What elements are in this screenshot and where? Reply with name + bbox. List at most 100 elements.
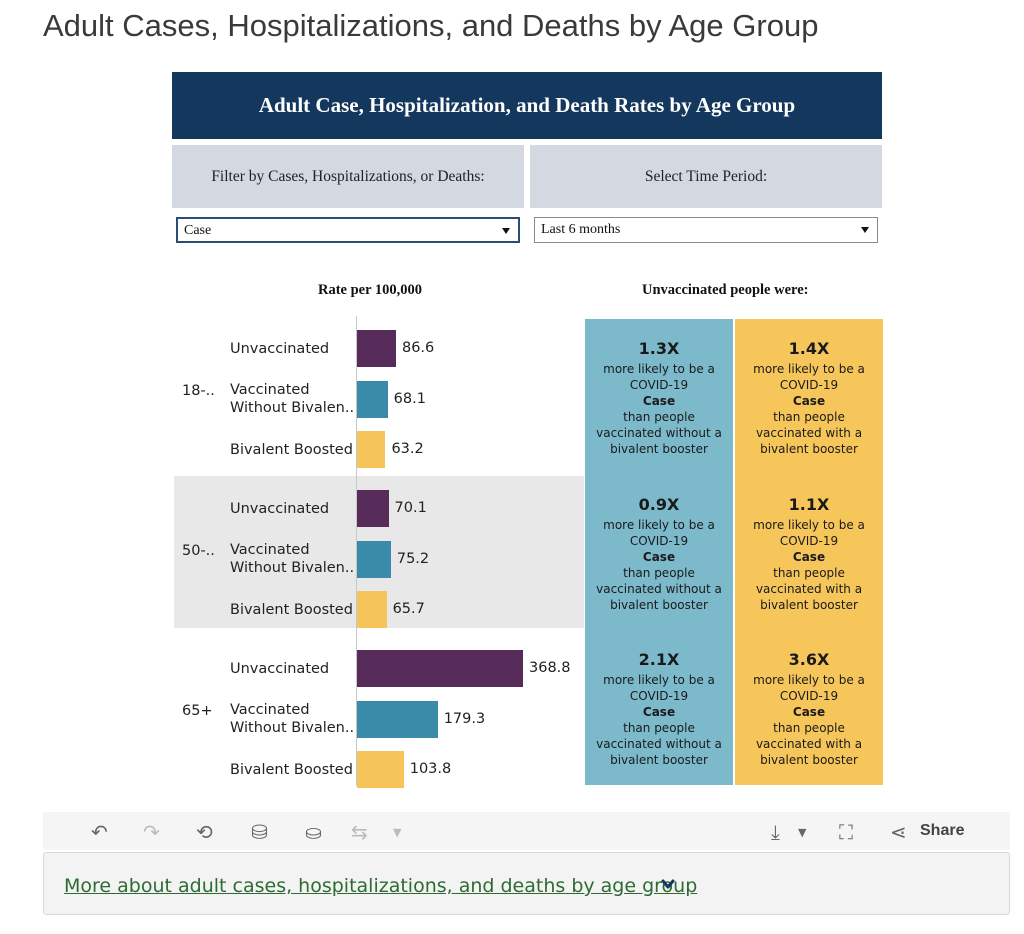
download-icon[interactable]: ⤓ xyxy=(771,820,780,844)
pause-data-icon[interactable]: ⛀ xyxy=(305,820,322,844)
comparison-text: bivalent booster xyxy=(760,597,858,612)
comparison-kind: Case xyxy=(792,394,826,408)
share-button[interactable]: Share xyxy=(920,822,965,839)
bar-unvaccinated[interactable] xyxy=(357,490,389,527)
alerts-icon[interactable]: ⇆ xyxy=(351,820,368,844)
comparison-kind: Case xyxy=(642,549,676,564)
age-group-label: 50-.. xyxy=(182,543,215,559)
bar-bivalent[interactable] xyxy=(357,591,387,628)
chart-axis xyxy=(356,316,357,786)
category-label: Unvaccinated xyxy=(230,660,360,678)
category-label-line: Without Bivalen.. xyxy=(230,720,355,736)
comparison-cell: 1.3X more likely to be a COVID-19 Case than … xyxy=(585,339,733,457)
comparison-multiplier: 1.4X xyxy=(788,339,830,358)
measure-select-value: Case xyxy=(184,223,212,238)
comparison-text: than people xyxy=(773,410,845,424)
comparison-text: vaccinated with a xyxy=(755,737,863,751)
more-info-accordion[interactable]: More about adult cases, hospitalizations… xyxy=(43,852,1010,915)
comparison-text: COVID-19 xyxy=(779,533,839,548)
bar-vaccinated[interactable] xyxy=(357,540,391,578)
filter-label: Filter by Cases, Hospitalizations, or De… xyxy=(172,145,524,208)
comparison-with-bivalent: 1.4X more likely to be a COVID-19 Case than … xyxy=(735,319,883,785)
comparison-text: than people xyxy=(623,565,695,580)
comparison-text: bivalent booster xyxy=(610,597,708,612)
refresh-data-icon[interactable]: ⛁ xyxy=(251,820,268,844)
undo-icon[interactable]: ↶ xyxy=(91,820,108,844)
measure-select[interactable]: Case xyxy=(176,217,520,243)
comparison-cell: 0.9X more likely to be a COVID-19 Case than … xyxy=(585,495,733,613)
chevron-down-icon[interactable]: ▼ xyxy=(798,826,807,839)
redo-icon[interactable]: ↷ xyxy=(143,820,160,844)
comparison-text: more likely to be a xyxy=(753,673,865,687)
bar-value-label: 65.7 xyxy=(392,601,425,617)
bar-value-label: 179.3 xyxy=(443,710,486,727)
category-label-line: Bivalent Boosted xyxy=(230,441,353,458)
comparison-text: COVID-19 xyxy=(779,378,839,392)
bar-unvaccinated[interactable] xyxy=(357,330,396,367)
comparison-multiplier: 1.3X xyxy=(638,339,680,358)
category-label-line: Vaccinated xyxy=(230,382,310,398)
comparison-text: COVID-19 xyxy=(629,378,689,392)
category-label-line: Without Bivalen.. xyxy=(230,400,355,416)
more-info-link[interactable]: More about adult cases, hospitalizations… xyxy=(64,875,698,897)
category-label: Vaccinated Without Bivalen.. xyxy=(230,541,360,577)
comparison-text: more likely to be a xyxy=(603,517,715,532)
bar-unvaccinated[interactable] xyxy=(357,650,523,687)
caret-down-icon xyxy=(861,227,869,233)
category-label: Unvaccinated xyxy=(230,500,360,518)
category-label-line: Vaccinated xyxy=(230,702,310,718)
chevron-down-icon[interactable] xyxy=(661,877,675,891)
time-period-select-value: Last 6 months xyxy=(541,222,621,237)
time-period-label: Select Time Period: xyxy=(530,145,882,208)
comparison-text: vaccinated without a xyxy=(596,737,722,751)
bar-bivalent[interactable] xyxy=(357,751,404,788)
category-label: Vaccinated Without Bivalen.. xyxy=(230,701,360,737)
bar-value-label: 368.8 xyxy=(529,660,571,676)
comparison-text: COVID-19 xyxy=(629,689,689,703)
bar-value-label: 63.2 xyxy=(391,441,424,457)
category-label-line: Bivalent Boosted xyxy=(230,761,353,778)
page-title: Adult Cases, Hospitalizations, and Death… xyxy=(43,8,819,43)
comparison-text: vaccinated with a xyxy=(755,426,863,440)
category-label-line: Bivalent Boosted xyxy=(230,601,353,618)
category-label: Bivalent Boosted xyxy=(230,601,360,619)
dashboard-header: Adult Case, Hospitalization, and Death R… xyxy=(172,72,882,139)
comparison-text: bivalent booster xyxy=(760,442,858,456)
comparison-kind: Case xyxy=(792,549,826,564)
chevron-down-icon[interactable]: ▼ xyxy=(393,826,402,839)
category-label-line: Unvaccinated xyxy=(230,660,330,677)
comparison-text: COVID-19 xyxy=(779,689,839,703)
bar-vaccinated[interactable] xyxy=(357,380,388,418)
category-label: Bivalent Boosted xyxy=(230,761,360,779)
category-label: Unvaccinated xyxy=(230,340,360,358)
bar-bivalent[interactable] xyxy=(357,431,386,468)
comparison-cell: 3.6X more likely to be a COVID-19 Case than … xyxy=(735,650,883,768)
category-label: Bivalent Boosted xyxy=(230,441,360,459)
comparison-without-bivalent: 1.3X more likely to be a COVID-19 Case than … xyxy=(585,319,733,785)
comparison-text: more likely to be a xyxy=(753,362,865,376)
share-icon[interactable]: ⋖ xyxy=(890,820,907,844)
bar-value-label: 86.6 xyxy=(401,340,435,356)
bar-value-label: 68.1 xyxy=(393,390,426,407)
comparison-multiplier: 0.9X xyxy=(638,494,680,514)
bar-vaccinated[interactable] xyxy=(357,700,438,738)
category-label-line: Unvaccinated xyxy=(230,500,330,517)
dashboard: Adult Case, Hospitalization, and Death R… xyxy=(172,72,884,792)
comparison-cell: 1.1X more likely to be a COVID-19 Case than … xyxy=(735,495,883,613)
bar-value-label: 103.8 xyxy=(409,761,452,777)
time-period-select[interactable]: Last 6 months xyxy=(534,217,878,243)
comparison-text: bivalent booster xyxy=(760,753,858,767)
fullscreen-icon[interactable]: ⛶ xyxy=(839,820,853,844)
comparison-kind: Case xyxy=(642,394,676,408)
comparison-multiplier: 2.1X xyxy=(638,650,680,669)
bar-value-label: 75.2 xyxy=(396,550,430,567)
comparison-text: than people xyxy=(773,565,845,580)
comparison-kind: Case xyxy=(642,705,676,719)
comparison-multiplier: 3.6X xyxy=(788,650,830,669)
comparison-text: more likely to be a xyxy=(603,673,715,687)
comparison-text: than people xyxy=(623,410,695,424)
comparison-column-header: Unvaccinated people were: xyxy=(642,282,809,298)
revert-icon[interactable]: ⟲ xyxy=(196,820,213,844)
comparison-cell: 1.4X more likely to be a COVID-19 Case than … xyxy=(735,339,883,457)
comparison-text: than people xyxy=(623,721,695,735)
